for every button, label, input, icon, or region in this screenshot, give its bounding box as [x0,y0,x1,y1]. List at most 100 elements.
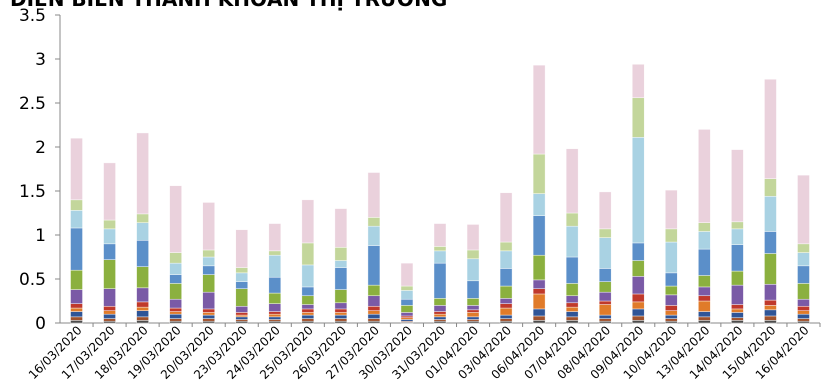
bar-segment [499,241,513,252]
bar-segment [565,212,579,227]
bar-segment [301,304,315,310]
bar-segment [532,153,546,194]
bar-segment [565,316,579,321]
bar-segment [466,224,480,251]
bar-segment [466,305,480,311]
bar-segment [103,228,116,245]
bar-segment [301,286,315,297]
bar-segment [169,313,182,319]
bar-segment [565,311,579,318]
bar-segment [136,239,149,267]
bar-segment [698,231,711,250]
bar-segment [797,305,810,311]
bar-segment [731,228,744,245]
bar-segment [70,316,83,321]
bar-segment [698,300,711,312]
bar-segment [731,270,744,286]
y-tick-label: 3.5 [19,6,46,26]
bar-segment [400,285,414,291]
bar-segment [70,227,83,271]
bar-segment [731,284,744,305]
bar-segment [598,228,612,238]
bar-segment [731,320,744,324]
bar-segment [70,210,83,229]
bar-segment [202,312,215,316]
bar-segment [565,302,579,308]
bar-segment [202,291,215,310]
bar-segment [301,199,315,244]
bar-segment [301,242,315,266]
bar-segment [698,129,711,223]
bar-segment [565,320,579,324]
bar-segment [731,308,744,313]
y-tick-label: 1.5 [19,182,46,202]
bar-segment [301,264,315,288]
bar-segment [532,308,546,317]
bar-segment [797,313,810,319]
bar-segment [103,313,116,319]
bar-segment [136,316,149,321]
bar-segment [466,309,480,313]
bar-segment [334,318,348,322]
bar-segment [797,318,810,322]
bar-segment [731,221,744,230]
bar-segment [169,307,182,312]
bar-segment [235,272,249,282]
bar-segment [665,305,678,311]
bar-segment [499,298,513,304]
bar-segment [136,320,149,324]
bar-segment [433,223,447,247]
bar-segment [598,318,612,322]
bar-segment [136,213,149,223]
bar-segment [764,231,777,254]
bar-segment [797,283,810,300]
bar-segment [103,162,116,221]
bar-segment [235,267,249,274]
bar-segment [499,303,513,309]
x-axis-ticks: 16/03/202017/03/202018/03/202019/03/2020… [26,323,812,382]
bar-segment [169,262,182,275]
bar-segment [400,312,414,317]
bar-segment [334,302,348,310]
bar-segment [466,249,480,260]
bar-segment [764,283,777,301]
bar-segment [731,312,744,319]
bar-segment [202,202,215,251]
bar-segment [433,298,447,306]
bar-segment [665,294,678,306]
bar-segment [103,259,116,289]
bar-segment [268,303,282,312]
bar-segment [268,292,282,304]
bar-segment [631,293,645,303]
bar-segment [103,305,116,311]
bar-segment [665,228,678,243]
bar-segment [698,316,711,321]
bar-segment [400,262,414,287]
bar-segment [235,288,249,307]
bar-segment [400,290,414,300]
bar-segment [565,306,579,312]
bar-segment [70,269,83,290]
bar-segment [731,304,744,310]
bar-segment [334,308,348,313]
bar-segment [532,293,546,310]
bar-segment [268,250,282,256]
bar-segment [698,248,711,276]
bar-segment [665,189,678,230]
bar-segment [565,283,579,297]
bar-segment [631,320,645,324]
bar-segment [70,311,83,318]
y-axis-ticks: 0 0.5 1 1.5 2 2.5 3 3.5 [19,6,60,334]
bar-segment [169,298,182,309]
y-tick-label: 1 [35,226,46,246]
bar-segment [532,64,546,155]
bar-segment [532,320,546,324]
bar-segment [598,300,612,305]
bar-segment [598,291,612,302]
bar-segment [136,301,149,308]
bar-segment [334,247,348,261]
bar-segment [797,252,810,267]
bar-segment [466,298,480,306]
bar-segment [103,318,116,322]
